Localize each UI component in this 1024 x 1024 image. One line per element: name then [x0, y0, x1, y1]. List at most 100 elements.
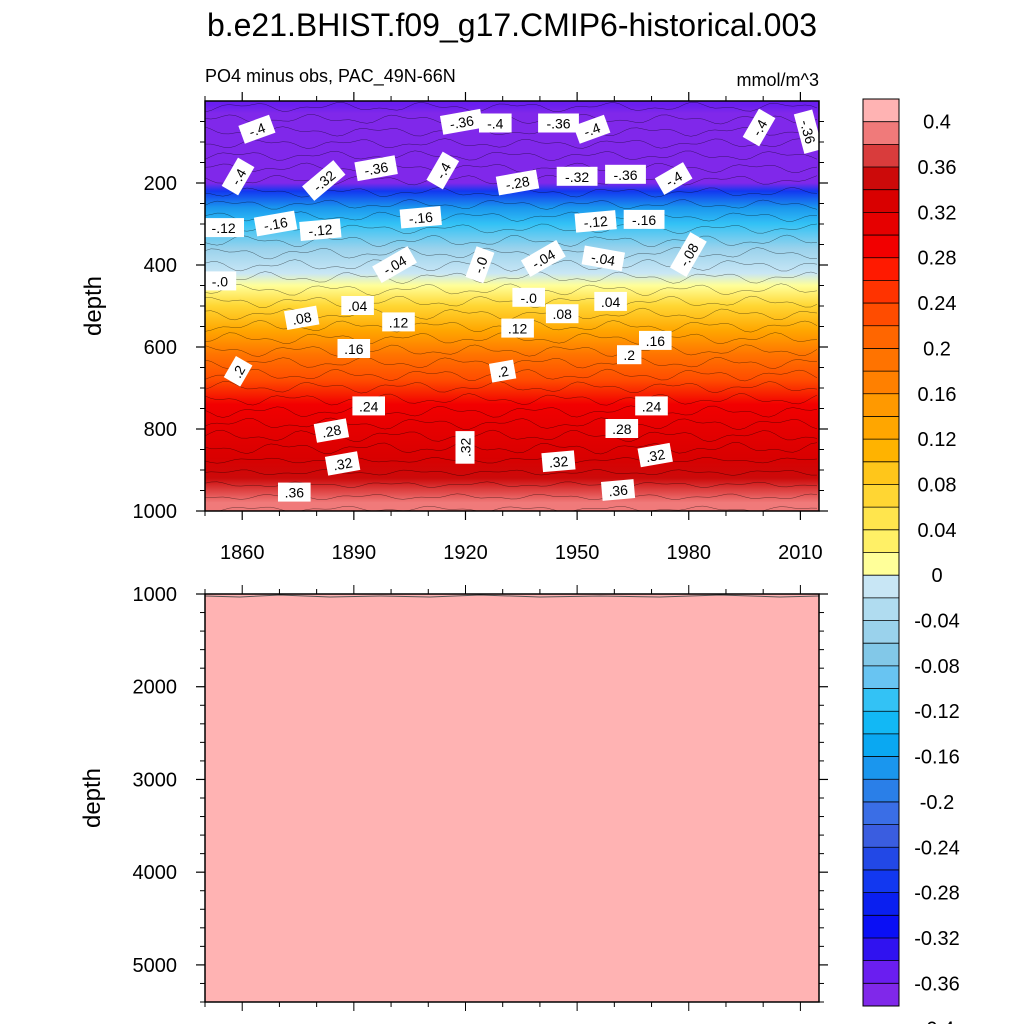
- contour-label-text: .36: [608, 482, 629, 500]
- y-tick-label: 1000: [133, 501, 178, 523]
- y-tick-label: 800: [144, 419, 177, 441]
- contour-line: [205, 259, 818, 272]
- contour-label-text: .32: [332, 454, 354, 473]
- contour-label: .16: [337, 339, 371, 358]
- contour-label: .32: [541, 450, 576, 473]
- contour-label-box: [574, 210, 617, 233]
- colorbar-label: -0.08: [914, 656, 960, 678]
- contour-label: -.28: [495, 169, 540, 196]
- contour-line: [205, 162, 818, 173]
- contour-label: .2: [617, 345, 642, 365]
- contour-label-box: [545, 304, 579, 324]
- contour-label-text: -.4: [487, 116, 504, 132]
- colorbar-label: 0.16: [918, 384, 957, 406]
- lower-axes: 1000 2000 3000 4000 5000: [133, 584, 828, 1011]
- contour-label-text: -.36: [546, 116, 570, 132]
- contour-label-text: -.36: [613, 167, 637, 183]
- contour-label-box: [302, 160, 346, 201]
- colorbar-swatch: [863, 144, 899, 168]
- colorbar-swatch: [863, 99, 899, 123]
- contour-label: -.0: [203, 271, 237, 291]
- contour-label-box: [594, 291, 627, 311]
- contour-label-box: [512, 287, 545, 307]
- contour-label-text: .2: [623, 347, 635, 363]
- colorbar-swatch: [863, 461, 899, 485]
- colorbar-label: -0.4: [920, 1019, 954, 1024]
- contour-line: [205, 247, 818, 260]
- y-tick-label: 4000: [133, 862, 178, 884]
- contour-label: .32: [324, 451, 361, 476]
- y-tick-label: 400: [144, 255, 177, 277]
- contour-line: [205, 405, 818, 418]
- contour-label-text: .24: [642, 398, 662, 414]
- contour-line: [205, 101, 818, 113]
- colorbar-swatch: [863, 869, 899, 894]
- contour-label-text: .16: [344, 341, 364, 357]
- colorbar-swatch: [863, 688, 899, 712]
- contour-label-box: [538, 113, 579, 133]
- contour-label-box: [465, 246, 495, 284]
- colorbar-swatch: [863, 439, 899, 463]
- contour-label-text: -.28: [504, 173, 531, 193]
- contour-line: [205, 126, 818, 137]
- panel-subtitle: PO4 minus obs, PAC_49N-66N: [205, 66, 456, 87]
- contour-label-text: -.36: [797, 118, 819, 146]
- contour-label: -.4: [654, 162, 693, 195]
- colorbar-label: 0.4: [923, 112, 951, 134]
- contour-label-box: [605, 164, 646, 184]
- colorbar-label: 0.2: [923, 338, 951, 360]
- contour-line: [205, 393, 818, 406]
- colorbar-swatch: [863, 779, 899, 803]
- colorbar-swatch: [863, 620, 899, 644]
- colorbar-label: 0.08: [918, 474, 957, 496]
- colorbar-swatch: [863, 892, 899, 916]
- contour-label: .36: [600, 479, 636, 501]
- contour-label-box: [253, 210, 298, 237]
- contour-label-text: .28: [321, 421, 343, 440]
- y-tick-label: 5000: [133, 955, 178, 977]
- contour-label-box: [426, 151, 460, 190]
- contour-label-text: -.4: [663, 168, 685, 190]
- colorbar-swatch: [863, 167, 899, 191]
- contour-label: -.36: [605, 164, 646, 184]
- contour-label-box: [600, 479, 636, 501]
- contour-label: .12: [382, 312, 415, 332]
- x-tick-label: 1920: [443, 542, 488, 564]
- colorbar-label: -0.28: [914, 883, 960, 905]
- contour-line: [205, 344, 818, 357]
- contour-label-text: .32: [548, 453, 569, 471]
- colorbar-label: 0.28: [918, 248, 957, 270]
- contour-label-box: [341, 296, 374, 315]
- contour-label-box: [313, 418, 350, 443]
- colorbar: 0.4 0.36 0.32 0.28 0.24 0.2 0.16 0.12 0.08 0.04 0 -…: [862, 98, 960, 1024]
- contour-label-text: .04: [348, 298, 368, 314]
- colorbar-label: -0.32: [914, 928, 960, 950]
- contour-label: -.4: [573, 114, 611, 144]
- contour-label: -.0: [512, 287, 545, 307]
- contour-label: -.36: [538, 113, 579, 133]
- upper-ylabel: depth: [80, 276, 107, 336]
- x-tick-label: 1950: [555, 542, 600, 564]
- y-tick-label: 1000: [133, 584, 178, 606]
- colorbar-label: -0.04: [914, 611, 960, 633]
- colorbar-label: -0.24: [914, 837, 960, 859]
- contour-label-box: [382, 312, 415, 332]
- contour-label-box: [372, 246, 417, 283]
- contour-label-text: -.4: [582, 119, 603, 140]
- x-tick-label: 1890: [332, 542, 377, 564]
- contour-line: [205, 138, 818, 149]
- contour-line: [205, 469, 817, 476]
- contour-label-box: [605, 419, 639, 438]
- upper-heatmap-field: [205, 101, 819, 511]
- contour-label-box: [573, 114, 611, 144]
- contour-label-box: [238, 114, 276, 144]
- colorbar-label: 0.04: [918, 520, 957, 542]
- contour-label-box: [223, 356, 253, 387]
- contour-label-text: -.12: [212, 220, 236, 236]
- contour-label-text: -.12: [308, 221, 334, 239]
- contour-label: -.16: [623, 209, 665, 229]
- contour-label-box: [203, 218, 244, 238]
- contour-label-text: -.16: [408, 209, 434, 227]
- contour-label-text: -.36: [363, 159, 390, 179]
- contour-label-text: -.16: [262, 214, 289, 234]
